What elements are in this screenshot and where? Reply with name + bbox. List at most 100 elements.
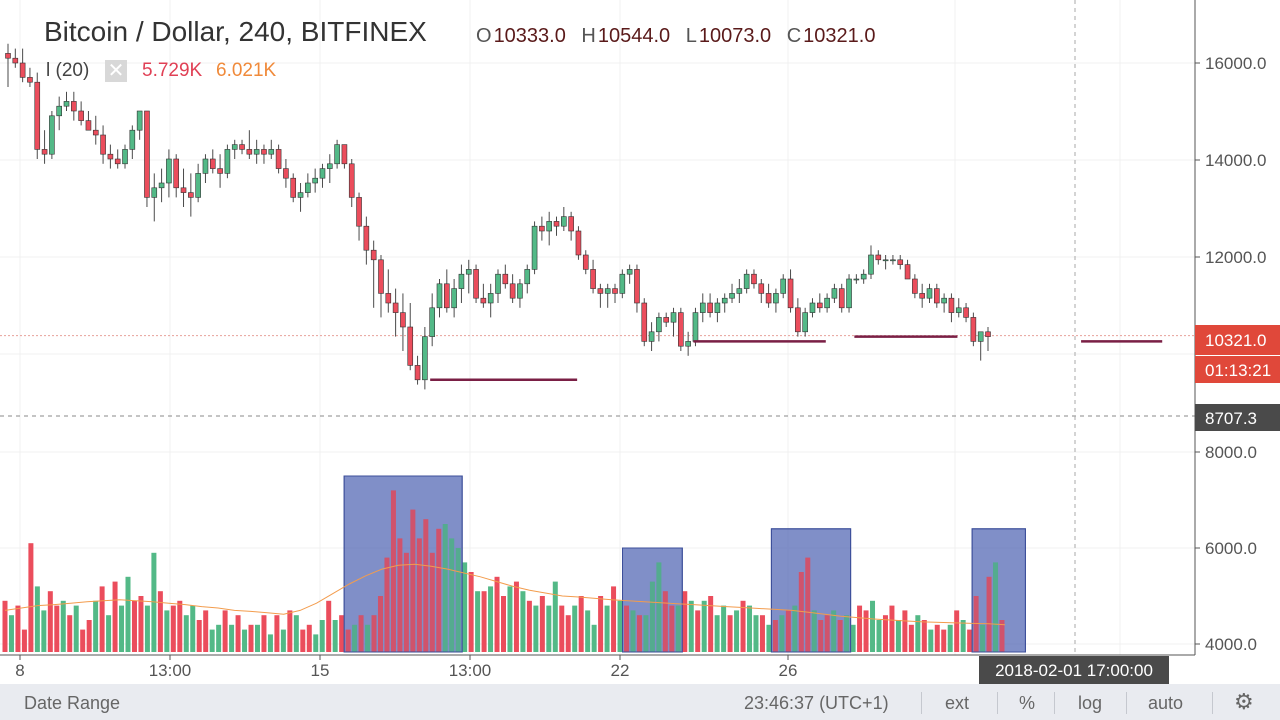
- candle: [305, 173, 311, 198]
- candle: [334, 139, 340, 169]
- ext-toggle[interactable]: ext: [945, 693, 970, 713]
- clock-timezone[interactable]: 23:46:37 (UTC+1): [744, 693, 889, 713]
- volume-bar: [643, 615, 649, 652]
- candle: [648, 322, 655, 351]
- candle-body: [122, 149, 128, 165]
- crosshair-price-badge: [1195, 404, 1280, 431]
- volume-bar: [649, 581, 655, 652]
- volume-bar: [772, 620, 778, 652]
- volume-study-label[interactable]: l (20): [46, 60, 90, 81]
- candle: [261, 144, 267, 164]
- volume-bar: [222, 610, 228, 652]
- date-range-button[interactable]: Date Range: [24, 693, 121, 713]
- last-price-badge: [1195, 325, 1280, 355]
- candle: [868, 245, 874, 279]
- volume-bar: [326, 600, 332, 652]
- candle: [129, 125, 136, 159]
- candle: [758, 279, 765, 303]
- candle: [378, 255, 384, 318]
- candle-body: [268, 149, 275, 155]
- log-toggle[interactable]: log: [1078, 693, 1103, 713]
- candle-body: [283, 168, 289, 179]
- candle-body: [151, 187, 158, 198]
- volume-bar: [177, 600, 183, 652]
- volume-bar: [701, 600, 707, 652]
- candle: [853, 274, 860, 284]
- price-tick-label: 12000.0: [1205, 248, 1266, 267]
- candle: [217, 154, 223, 188]
- volume-bar: [106, 615, 112, 652]
- candle-body: [729, 293, 735, 299]
- candle: [875, 250, 882, 265]
- candle-body: [882, 259, 889, 262]
- candle: [721, 293, 728, 313]
- volume-bar: [539, 596, 545, 652]
- candle: [553, 216, 560, 236]
- candle: [326, 154, 333, 183]
- candle-body: [71, 101, 77, 112]
- candle-body: [736, 288, 743, 294]
- volume-highlight-overlay: [770, 528, 852, 653]
- volume-bar: [229, 624, 235, 652]
- candle: [422, 327, 428, 390]
- symbol-title[interactable]: Bitcoin / Dollar, 240, BITFINEX: [44, 16, 427, 47]
- volume-bar: [125, 576, 131, 652]
- candle: [239, 139, 245, 155]
- ohlc-high-key: H: [581, 25, 596, 47]
- volume-bar: [442, 524, 448, 652]
- ohlc-high-value: 10544.0: [597, 25, 671, 47]
- volume-bar: [144, 605, 150, 652]
- volume-bar: [578, 596, 584, 652]
- candle-body: [612, 288, 618, 294]
- gear-icon[interactable]: ⚙: [1234, 689, 1254, 714]
- candle: [5, 43, 11, 87]
- volume-bar: [300, 629, 306, 652]
- volume-bar: [488, 586, 494, 652]
- volume-bar: [86, 620, 92, 652]
- volume-bar: [28, 543, 34, 652]
- candle-body: [326, 163, 333, 169]
- volume-bar: [365, 624, 371, 652]
- remove-study-icon[interactable]: ✕: [105, 60, 127, 82]
- candle: [656, 312, 662, 342]
- candle: [49, 111, 55, 159]
- volume-bar: [494, 576, 500, 652]
- volume-highlight-overlay: [622, 547, 683, 653]
- percent-toggle[interactable]: %: [1019, 693, 1036, 713]
- candle: [765, 283, 772, 308]
- price-tick-label: 14000.0: [1205, 151, 1266, 170]
- time-tick-label: 13:00: [149, 661, 192, 680]
- candle-body: [312, 177, 318, 184]
- volume-bar: [436, 528, 442, 652]
- candle: [158, 168, 165, 203]
- candle: [634, 264, 640, 313]
- volume-bar: [714, 615, 720, 652]
- volume-bar: [805, 557, 811, 652]
- volume-bar: [973, 596, 979, 652]
- auto-toggle[interactable]: auto: [1148, 693, 1184, 713]
- candle-body: [656, 317, 662, 333]
- volume-bar: [598, 596, 604, 652]
- candle: [290, 173, 297, 203]
- candle-body: [495, 273, 501, 294]
- candle-body: [363, 225, 370, 251]
- candle: [714, 298, 721, 323]
- candle-body: [619, 273, 626, 294]
- candle-body: [795, 307, 801, 333]
- candle-body: [568, 216, 574, 232]
- candle: [370, 240, 377, 308]
- candle-body: [144, 110, 150, 198]
- candle-body: [597, 288, 604, 294]
- candle: [824, 293, 830, 313]
- candle-body: [319, 168, 326, 179]
- candle: [458, 264, 465, 303]
- candle-body: [100, 134, 106, 155]
- candlestick-chart[interactable]: 16000.0 14000.0 12000.0 8000.0 6000.0 4000.0 1…: [0, 0, 1280, 684]
- candle-body: [787, 278, 794, 309]
- candle-body: [451, 288, 457, 309]
- volume-bar: [792, 605, 798, 652]
- candle-body: [27, 77, 33, 83]
- candle-body: [890, 259, 896, 262]
- countdown-label: 01:13:21: [1205, 361, 1271, 380]
- candle: [539, 216, 545, 241]
